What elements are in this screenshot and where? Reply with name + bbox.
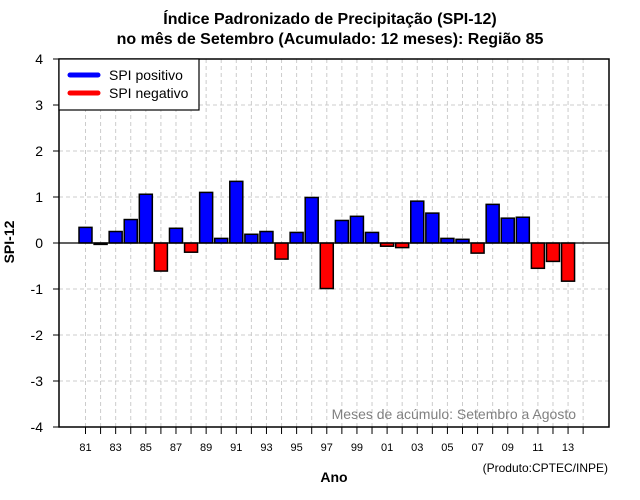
bar-2004 [425, 212, 440, 244]
y-tick-label: 2 [35, 143, 43, 159]
bar-1995 [289, 231, 304, 244]
y-axis-label: SPI-12 [1, 220, 17, 263]
bar-1983 [108, 230, 123, 244]
bar-1985 [138, 193, 154, 244]
x-tick-label: 07 [471, 442, 483, 454]
legend-label-negative: SPI negativo [109, 85, 189, 101]
bar-2011 [530, 242, 546, 270]
chart-title: Índice Padronizado de Precipitação (SPI-… [163, 9, 496, 28]
x-tick-label: 13 [562, 442, 574, 454]
x-tick-label: 03 [411, 442, 423, 454]
bar-1988 [183, 242, 199, 253]
x-tick-label: 05 [441, 442, 453, 454]
bar-2002 [394, 242, 410, 249]
bar-1991 [229, 180, 244, 244]
y-tick-label: -2 [31, 327, 44, 343]
chart-subtitle: no mês de Setembro (Acumulado: 12 meses)… [117, 31, 544, 48]
x-tick-label: 91 [230, 442, 242, 454]
x-tick-label: 87 [170, 442, 182, 454]
y-tick-label: 4 [35, 51, 43, 67]
legend: SPI positivo SPI negativo [58, 58, 200, 111]
bar-2000 [364, 231, 380, 244]
bar-1996 [304, 196, 319, 244]
y-tick-label: -3 [31, 373, 44, 389]
bar-1994 [274, 242, 289, 260]
credit-text: (Produto:CPTEC/INPE) [483, 461, 608, 475]
bar-1981 [78, 226, 93, 244]
x-tick-label: 09 [502, 442, 514, 454]
bar-2010 [515, 216, 531, 244]
y-tick-label: 3 [35, 97, 43, 113]
y-tick-label: 1 [35, 189, 43, 205]
bar-2008 [485, 203, 500, 244]
accumulation-note: Meses de acúmulo: Setembro a Agosto [332, 406, 577, 422]
bar-1993 [259, 230, 274, 244]
x-axis-label: Ano [320, 469, 347, 485]
bar-1987 [168, 227, 184, 244]
bar-2013 [560, 242, 576, 282]
bar-2003 [410, 200, 425, 244]
y-tick-label: -1 [31, 281, 44, 297]
y-axis: -4 -3 -2 -1 0 1 2 3 4 [31, 51, 59, 435]
x-tick-label: 11 [532, 442, 543, 454]
x-tick-label: 85 [140, 442, 152, 454]
y-tick-label: 0 [35, 235, 43, 251]
legend-label-positive: SPI positivo [109, 67, 183, 83]
bar-1990 [213, 237, 229, 244]
x-tick-label: 99 [351, 442, 363, 454]
bar-2009 [500, 217, 515, 244]
bar-1999 [349, 215, 365, 244]
legend-box [58, 58, 200, 111]
x-tick-label: 97 [321, 442, 333, 454]
x-tick-label: 83 [110, 442, 122, 454]
bar-2007 [470, 242, 485, 254]
x-tick-label: 93 [260, 442, 272, 454]
bar-1989 [198, 191, 214, 244]
x-axis: 81 83 85 87 89 91 93 95 97 99 01 03 05 07 09 11 13 [79, 427, 584, 454]
x-tick-label: 01 [381, 442, 393, 454]
bar-1997 [319, 242, 335, 290]
bar-2005 [440, 237, 455, 244]
x-tick-label: 81 [79, 442, 91, 454]
x-tick-label: 89 [200, 442, 212, 454]
bar-2012 [545, 242, 561, 263]
x-tick-label: 95 [290, 442, 302, 454]
bar-1984 [123, 218, 138, 244]
bar-1998 [334, 219, 350, 244]
bars [78, 180, 576, 290]
bar-1992 [244, 233, 259, 244]
bar-1986 [153, 242, 169, 272]
y-tick-label: -4 [31, 419, 44, 435]
